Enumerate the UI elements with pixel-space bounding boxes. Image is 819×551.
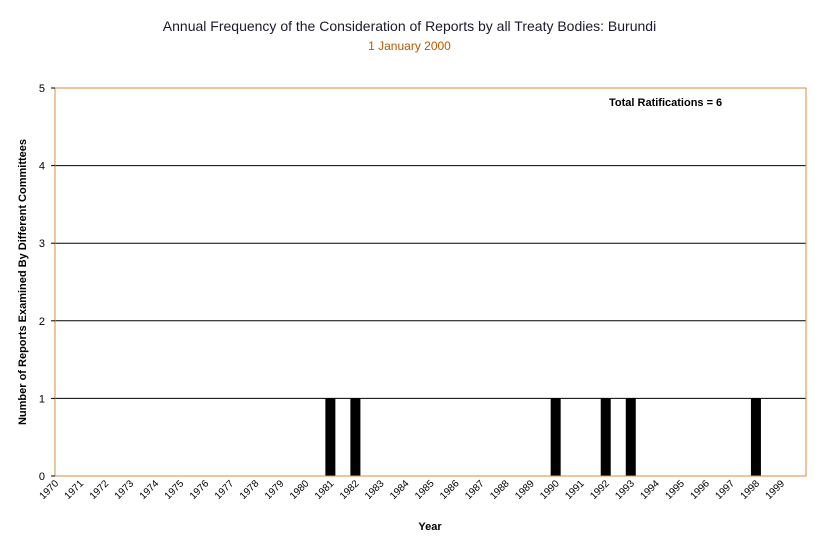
x-tick-label: 1971 [63, 478, 87, 502]
x-tick-label: 1983 [363, 478, 387, 502]
chart-subtitle: 1 January 2000 [368, 39, 451, 53]
x-tick-label: 1999 [764, 478, 788, 502]
bar-1997 [750, 398, 761, 476]
x-tick-label: 1972 [88, 478, 112, 502]
bar-1981 [350, 398, 361, 476]
y-tick-label: 2 [39, 316, 45, 328]
x-tick-label: 1975 [163, 478, 187, 502]
x-tick-label: 1998 [739, 478, 763, 502]
y-tick-label: 4 [39, 161, 45, 173]
x-tick-label: 1977 [213, 478, 237, 502]
y-tick-label: 1 [39, 393, 45, 405]
bar-1991 [600, 398, 611, 476]
x-tick-label: 1982 [338, 478, 362, 502]
x-axis-label: Year [418, 521, 442, 533]
total-ratifications-annotation: Total Ratifications = 6 [609, 97, 722, 109]
gridlines [55, 165, 806, 399]
bars [325, 398, 761, 476]
x-tick-label: 1994 [638, 478, 662, 502]
bar-1992 [625, 398, 636, 476]
x-tick-label: 1991 [563, 478, 587, 502]
x-tick-label: 1980 [288, 478, 312, 502]
x-tick-label: 1997 [714, 478, 738, 502]
y-tick-label: 5 [39, 83, 45, 95]
x-tick-label: 1973 [113, 478, 137, 502]
x-tick-label: 1981 [313, 478, 337, 502]
x-tick-label: 1987 [463, 478, 487, 502]
bar-1980 [325, 398, 336, 476]
x-tick-label: 1988 [488, 478, 512, 502]
x-tick-label: 1995 [663, 478, 687, 502]
y-tick-label: 0 [39, 471, 45, 483]
x-tick-label: 1985 [413, 478, 437, 502]
plot-frame [54, 87, 807, 477]
x-tick-label: 1996 [688, 478, 712, 502]
x-tick-label: 1978 [238, 478, 262, 502]
x-tick-label: 1976 [188, 478, 212, 502]
x-tick-label: 1986 [438, 478, 462, 502]
y-axis-label: Number of Reports Examined By Different … [17, 139, 29, 425]
x-tick-label: 1993 [613, 478, 637, 502]
chart-title: Annual Frequency of the Consideration of… [162, 18, 657, 34]
y-tick-label: 3 [39, 238, 45, 250]
x-tick-label: 1974 [138, 478, 162, 502]
y-tick-labels: 0 1 2 3 4 5 [39, 83, 55, 483]
x-tick-labels: 1970 1971 1972 1973 1974 1975 1976 1977 1978 1979… [38, 478, 788, 502]
x-tick-label: 1992 [588, 478, 612, 502]
bar-1989 [550, 398, 561, 476]
x-tick-label: 1984 [388, 478, 412, 502]
x-tick-label: 1990 [538, 478, 562, 502]
x-tick-label: 1989 [513, 478, 537, 502]
x-tick-label: 1979 [263, 478, 287, 502]
